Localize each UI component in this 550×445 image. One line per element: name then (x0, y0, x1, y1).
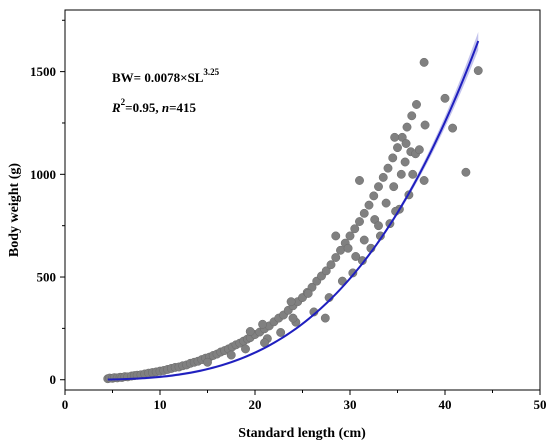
data-point (258, 319, 268, 329)
data-point (241, 344, 250, 354)
data-point (326, 260, 336, 270)
data-point (320, 313, 330, 323)
r-squared-symbol: R (111, 100, 121, 115)
data-point (364, 200, 374, 210)
sample-size-value: =415 (169, 100, 196, 115)
data-point (378, 172, 388, 182)
data-point (350, 224, 360, 234)
x-axis-ticks: 0 10 20 30 40 50 (62, 390, 547, 412)
data-point (419, 176, 429, 185)
data-point (402, 122, 412, 132)
data-point (390, 132, 400, 142)
data-point (331, 231, 341, 241)
fit-curve-layer (107, 40, 480, 381)
x-tick-label: 50 (534, 397, 547, 412)
data-point (414, 145, 424, 155)
data-point (336, 245, 345, 255)
data-point (401, 139, 411, 148)
data-point (440, 93, 450, 103)
x-tick-label: 0 (62, 397, 69, 412)
y-tick-label: 1500 (30, 64, 56, 79)
data-point (345, 231, 355, 241)
x-axis-title: Standard length (cm) (238, 426, 366, 441)
data-point (276, 328, 286, 337)
data-point (369, 191, 379, 201)
data-point (359, 235, 369, 245)
data-point (396, 169, 406, 179)
x-tick-label: 20 (249, 397, 262, 412)
data-point (321, 266, 331, 276)
x-tick-label: 40 (439, 397, 452, 412)
data-point (226, 350, 236, 360)
data-point (359, 208, 369, 218)
fit-statistics: R2=0.95, n=415 (111, 97, 196, 115)
data-point (286, 297, 296, 307)
x-tick-label: 30 (344, 397, 357, 412)
fit-equation-exponent: 3.25 (203, 67, 219, 77)
data-point (473, 66, 483, 76)
y-tick-label: 1000 (30, 167, 56, 182)
x-tick-label: 10 (154, 397, 167, 412)
fit-equation-base: BW= 0.0078×SL (112, 70, 204, 85)
data-point (407, 111, 417, 121)
r-squared-superscript: 2 (121, 97, 126, 107)
data-point (374, 221, 383, 231)
data-point (351, 252, 361, 261)
data-point (355, 217, 364, 227)
data-point (303, 289, 313, 298)
data-point (331, 253, 341, 262)
y-tick-label: 0 (50, 372, 57, 387)
data-point (381, 198, 391, 208)
fit-equation: BW= 0.0078×SL3.25 (112, 67, 220, 85)
data-point (389, 182, 399, 192)
sample-size-symbol: n (162, 100, 169, 115)
data-point (374, 182, 383, 192)
data-point (412, 100, 421, 109)
data-point (388, 153, 398, 163)
y-axis-ticks: 0 500 1000 1500 (30, 19, 65, 387)
data-point (400, 157, 410, 167)
fit-curve (107, 40, 480, 381)
y-tick-label: 500 (37, 270, 57, 285)
data-point (448, 123, 458, 133)
data-point (245, 327, 255, 336)
data-point (420, 120, 430, 130)
data-point (419, 57, 429, 67)
data-point (393, 143, 402, 153)
data-point (288, 313, 298, 323)
y-axis-title: Body weight (g) (7, 163, 22, 257)
data-point (343, 243, 353, 253)
data-point (203, 357, 212, 367)
data-point (383, 163, 393, 173)
r-squared-value: =0.95, (125, 100, 162, 115)
data-points-layer (103, 57, 483, 384)
data-point (461, 167, 471, 177)
data-point (348, 268, 358, 278)
data-point (408, 169, 418, 179)
data-point (355, 176, 364, 185)
